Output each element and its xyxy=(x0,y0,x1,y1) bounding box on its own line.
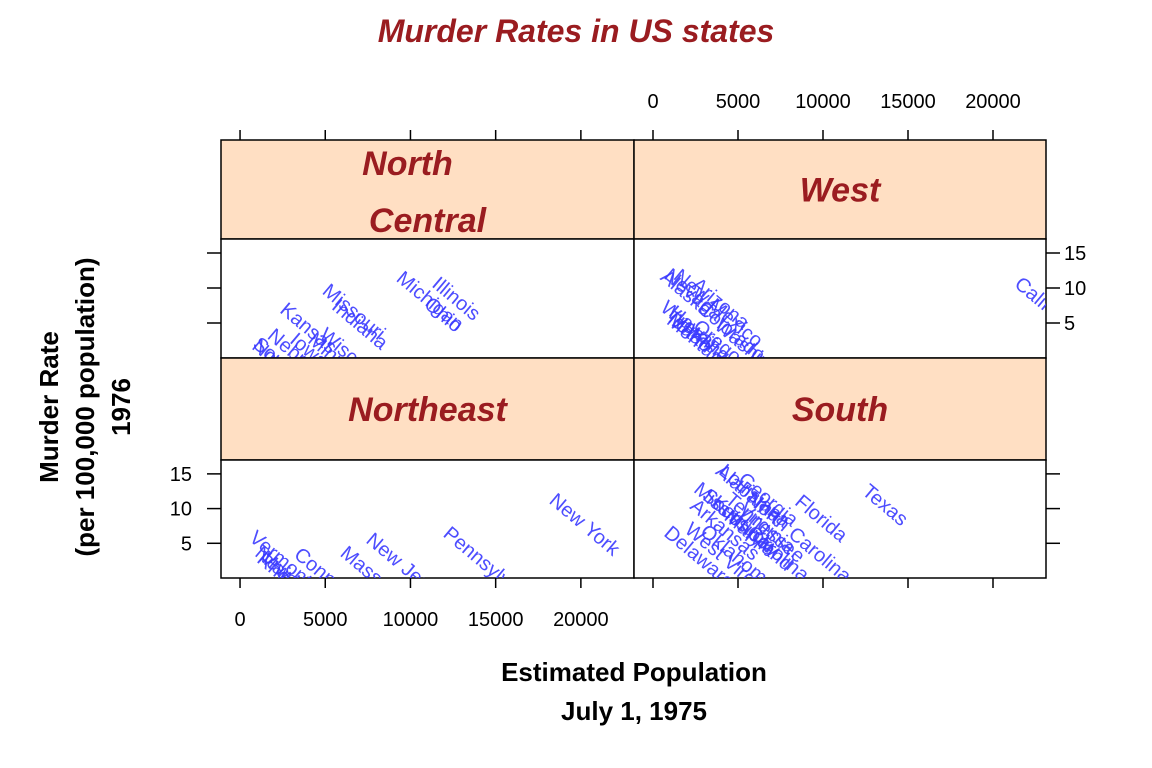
x-tick-label: 15000 xyxy=(468,609,524,631)
strip-label-line1: North xyxy=(362,145,453,183)
x-axis-label-line1: Estimated Population xyxy=(501,657,767,687)
axes: 0 5000 10000 15000 20000 0 5000 10000 15000 20000… xyxy=(170,91,1087,631)
plot-frame xyxy=(220,459,635,579)
x-tick-label: 10000 xyxy=(383,609,439,631)
panels: NorthCentralIllinoisOhioMichiganIndianaM… xyxy=(170,91,1087,631)
y-axis-label-line2: (per 100,000 population) xyxy=(70,257,100,556)
plot-frame xyxy=(633,238,1047,359)
chart-title: Murder Rates in US states xyxy=(378,13,775,49)
x-tick-label: 20000 xyxy=(965,91,1021,113)
x-tick-label: 15000 xyxy=(880,91,936,113)
panel-west: WestCaliforniaWashingtonColoradoOregonAr… xyxy=(633,139,1047,359)
y-axis-label-line1: Murder Rate xyxy=(34,331,64,483)
x-tick-label: 0 xyxy=(647,91,658,113)
strip-label: Northeast xyxy=(348,391,508,429)
strip-label: West xyxy=(800,172,882,210)
y-tick-label: 15 xyxy=(1064,243,1086,265)
y-axis-label-line3: 1976 xyxy=(106,378,136,436)
y-tick-label: 5 xyxy=(181,533,192,555)
y-tick-label: 5 xyxy=(1064,313,1075,335)
x-tick-label: 5000 xyxy=(303,609,348,631)
strip-background xyxy=(220,357,635,461)
x-axis-label-line2: July 1, 1975 xyxy=(561,696,707,726)
strip-background xyxy=(220,139,635,240)
x-tick-label: 10000 xyxy=(795,91,851,113)
strip-background xyxy=(633,139,1047,240)
x-tick-label: 0 xyxy=(234,609,245,631)
y-tick-label: 10 xyxy=(1064,278,1086,300)
strip-background xyxy=(633,357,1047,461)
x-tick-label: 20000 xyxy=(553,609,609,631)
y-tick-label: 15 xyxy=(170,464,192,486)
y-tick-label: 10 xyxy=(170,499,192,521)
plot-frame xyxy=(633,459,1047,579)
x-tick-label: 5000 xyxy=(716,91,761,113)
strip-label-line2: Central xyxy=(369,202,488,240)
panel-north-central: NorthCentralIllinoisOhioMichiganIndianaM… xyxy=(220,139,635,359)
strip-label: South xyxy=(792,391,888,429)
